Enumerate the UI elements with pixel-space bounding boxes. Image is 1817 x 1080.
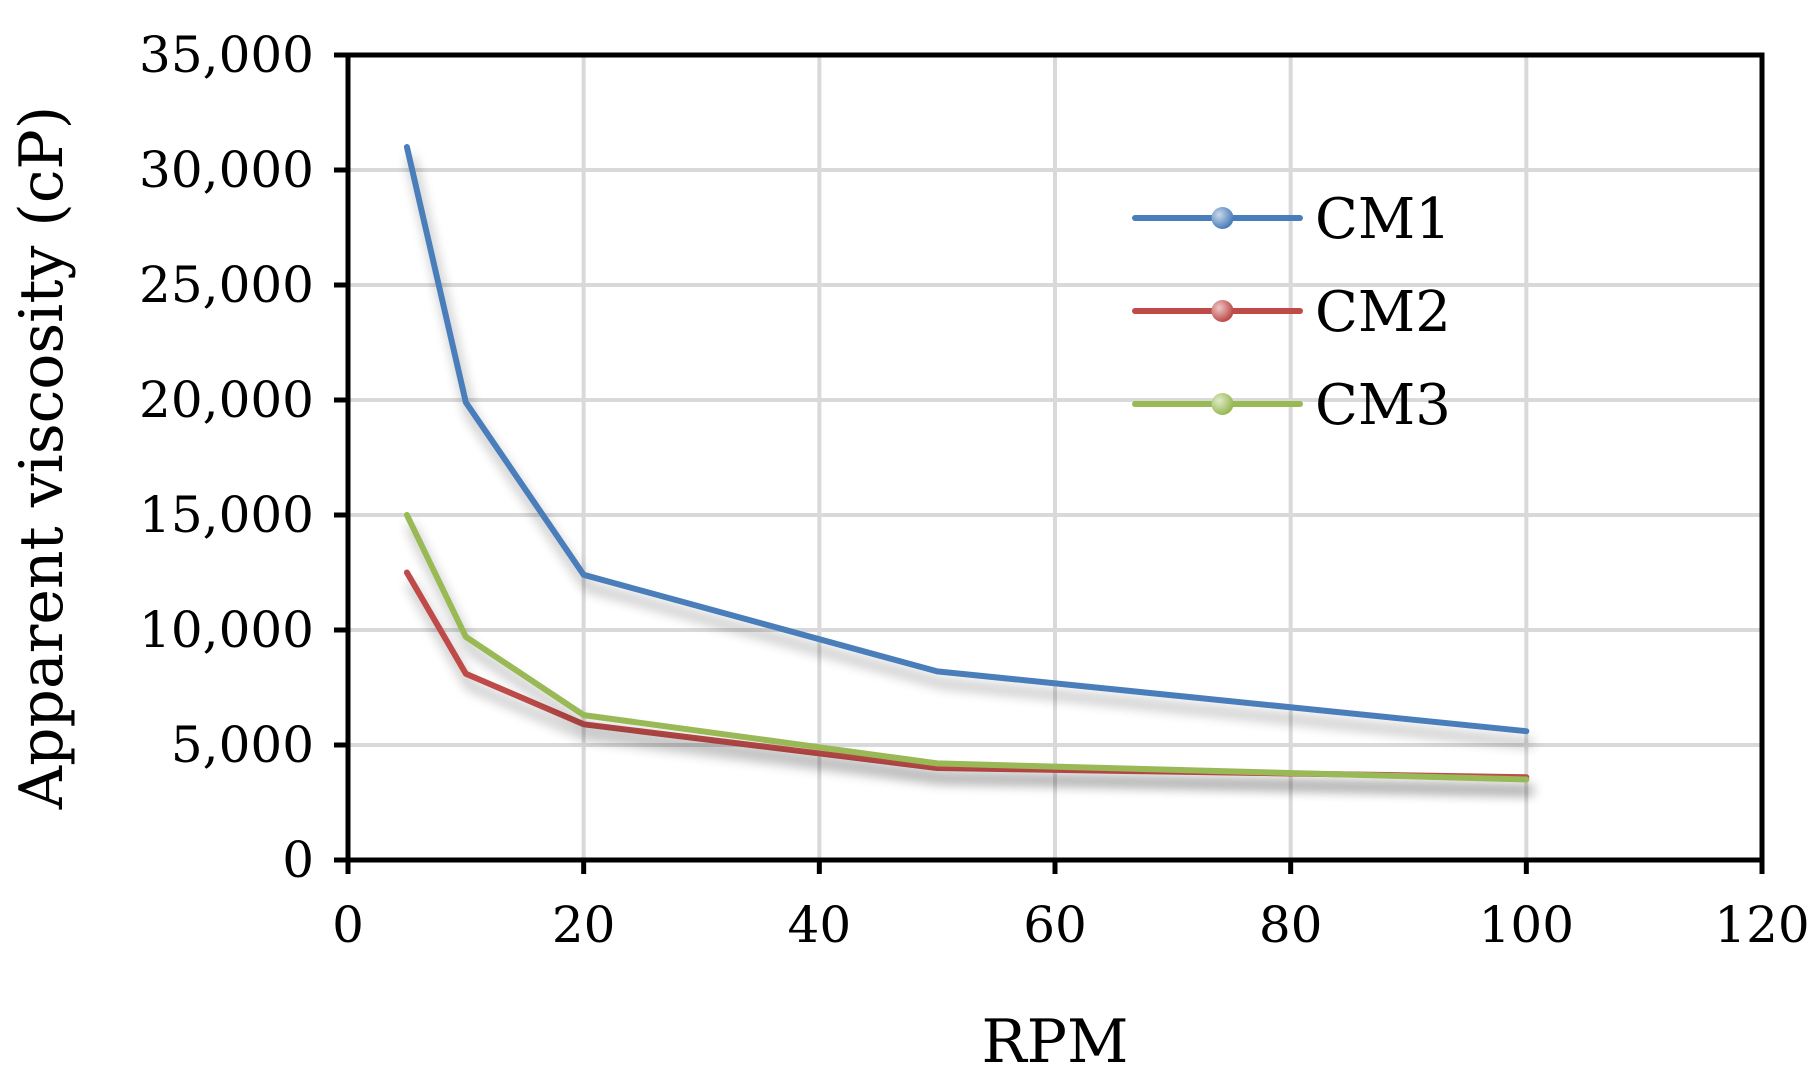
x-tick-label: 60 — [1023, 896, 1087, 954]
y-tick-label: 0 — [282, 831, 314, 889]
series-line-cm1 — [403, 144, 1530, 735]
y-tick-label: 35,000 — [139, 26, 314, 84]
y-tick-label: 5,000 — [171, 716, 314, 774]
legend-entry-cm2: CM2 — [1132, 280, 1451, 345]
y-tick-label: 20,000 — [139, 371, 314, 429]
y-tick-label: 25,000 — [139, 256, 314, 314]
legend-entry-cm1: CM1 — [1132, 187, 1451, 252]
legend: CM1 CM2 CM3 — [1132, 187, 1451, 438]
x-tick-label: 120 — [1714, 896, 1809, 954]
legend-marker-highlight — [1211, 300, 1234, 322]
legend-label: CM1 — [1315, 187, 1451, 252]
x-tick-label: 100 — [1479, 896, 1574, 954]
tick-labels: 0 20 40 60 80 100 120 0 5,000 10,000 15,000 20,000 2… — [139, 26, 1810, 954]
legend-marker-highlight — [1211, 393, 1234, 415]
y-tick-label: 30,000 — [139, 141, 314, 199]
x-tick-label: 20 — [552, 896, 616, 954]
y-tick-label: 10,000 — [139, 601, 314, 659]
y-tick-label: 15,000 — [139, 486, 314, 544]
axes — [334, 52, 1765, 874]
x-axis-title: RPM — [982, 1007, 1129, 1077]
legend-label: CM2 — [1315, 280, 1451, 345]
x-tick-label: 40 — [788, 896, 852, 954]
y-axis-title: Apparent viscosity (cP) — [7, 106, 77, 810]
legend-entry-cm3: CM3 — [1132, 373, 1451, 438]
legend-label: CM3 — [1315, 373, 1451, 438]
gridlines — [348, 55, 1762, 860]
x-tick-label: 0 — [332, 896, 364, 954]
series-line-cm3 — [403, 512, 1530, 783]
series-lines — [403, 144, 1530, 783]
legend-marker-highlight — [1211, 207, 1234, 229]
x-tick-label: 80 — [1259, 896, 1323, 954]
